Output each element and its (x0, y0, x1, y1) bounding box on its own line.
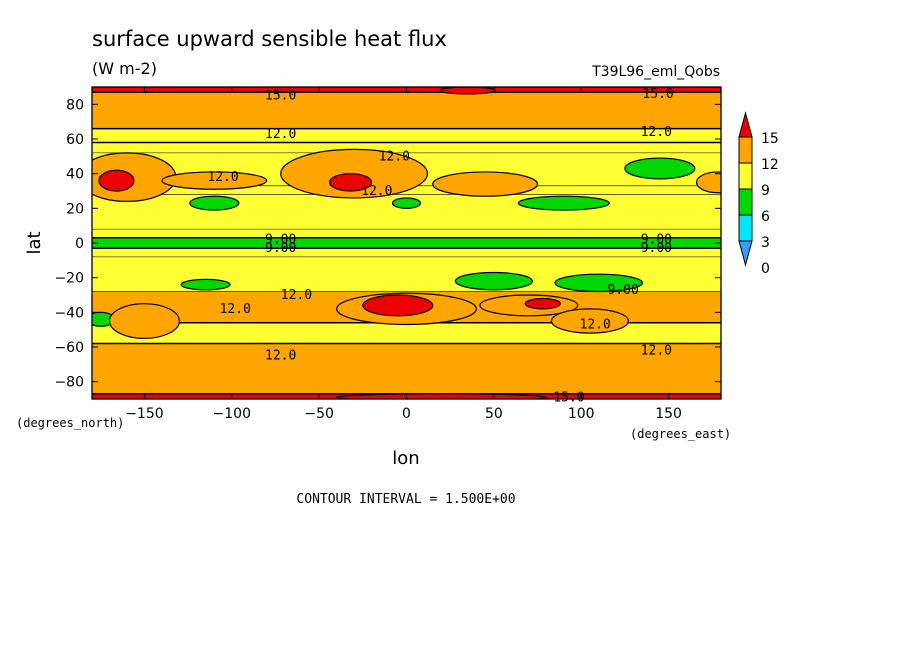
y-tick-label: 0 (75, 236, 84, 252)
y-tick-label: −40 (54, 305, 84, 321)
colorbar-label: 9 (761, 183, 770, 199)
contour-feature (98, 169, 135, 192)
contour-feature (517, 195, 610, 211)
contour-feature (180, 278, 231, 291)
contour-feature (161, 171, 268, 190)
zonal-band (92, 92, 721, 129)
y-tick-label: 40 (66, 167, 84, 183)
zonal-band (92, 343, 721, 394)
colorbar-segment (738, 188, 753, 216)
zonal-band (92, 229, 721, 238)
contour-feature (454, 271, 533, 291)
contour-label: 12.0 (265, 349, 296, 364)
contour-labels: 15.0 15.012.0 12.012.012.012.09.009.009.00… (207, 87, 673, 405)
x-axis-label: lon (392, 448, 419, 469)
contour-label: 9.00 (641, 241, 672, 256)
contour-feature (550, 308, 629, 334)
contour-label: 9.00 (265, 241, 296, 256)
x-tick-label: −100 (213, 406, 251, 422)
contour-label: 15.0 (265, 89, 296, 104)
contour-label: 12.0 (220, 302, 251, 317)
colorbar-bottom-arrow (738, 240, 753, 267)
contour-label: 15.0 (553, 390, 584, 405)
contour-feature (695, 171, 721, 194)
x-units-label: (degrees_east) (630, 427, 731, 441)
contour-label: 12.0 (580, 317, 611, 332)
contour-label: 9.00 (265, 233, 296, 248)
colorbar-label: 6 (761, 209, 770, 225)
x-tick-label: 50 (485, 406, 503, 422)
y-units-label: (degrees_north) (16, 416, 124, 430)
contour-feature (391, 197, 422, 209)
contour-feature (362, 294, 434, 317)
y-tick-label: 60 (66, 132, 84, 148)
contour-feature (524, 297, 561, 310)
x-axis: −150 −100 −50 0 50 100 150 (125, 87, 682, 422)
x-tick-label: 100 (568, 406, 595, 422)
contour-feature (189, 195, 240, 211)
x-tick-label: 150 (655, 406, 682, 422)
contour-feature (329, 173, 373, 192)
colorbar-label: 0 (761, 261, 770, 277)
y-tick-label: −20 (54, 271, 84, 287)
contour-feature (336, 393, 547, 399)
zonal-band (92, 248, 721, 257)
colorbar-segment (738, 214, 753, 242)
chart-title: surface upward sensible heat flux (92, 27, 447, 51)
contour-label: 12.0 (281, 288, 312, 303)
contour-feature (554, 273, 643, 293)
contour-feature (439, 87, 497, 95)
contour-feature (432, 171, 539, 197)
contour-field (92, 87, 721, 399)
colorbar-segment (738, 136, 753, 164)
colorbar-top-arrow (738, 111, 753, 138)
y-axis: −80 −60 −40 −20 0 20 40 60 80 (54, 97, 721, 391)
colorbar-label: 12 (761, 157, 779, 173)
contour-label: 15.0 (642, 87, 673, 102)
y-axis-label: lat (24, 231, 45, 254)
contour-label: 12.0 (641, 343, 672, 358)
contour-feature (624, 157, 696, 180)
dataset-label: T39L96_eml_Qobs (591, 64, 720, 80)
contour-label: 9.00 (641, 233, 672, 248)
y-tick-label: 20 (66, 201, 84, 217)
zonal-band (92, 322, 721, 344)
y-tick-label: −80 (54, 375, 84, 391)
y-tick-label: −60 (54, 340, 84, 356)
contour-label: 12.0 (379, 149, 410, 164)
x-tick-label: 0 (402, 406, 411, 422)
contour-interval-note: CONTOUR INTERVAL = 1.500E+00 (296, 492, 515, 507)
contour-label: 12.0 (265, 127, 296, 142)
x-tick-label: −150 (125, 406, 163, 422)
colorbar-label: 3 (761, 235, 770, 251)
zonal-band (92, 237, 721, 249)
zonal-band (92, 128, 721, 153)
colorbar: 0 3 6 9 12 15 (738, 111, 779, 277)
x-tick-label: −50 (304, 406, 334, 422)
y-tick-label: 80 (66, 97, 84, 113)
contour-label: 9.00 (607, 283, 638, 298)
contour-label: 12.0 (207, 170, 238, 185)
contour-feature (108, 303, 180, 339)
colorbar-label: 15 (761, 131, 779, 147)
chart-subtitle: (W m-2) (92, 59, 157, 78)
colorbar-segment (738, 162, 753, 190)
contour-label: 12.0 (361, 184, 392, 199)
contour-label: 12.0 (641, 125, 672, 140)
